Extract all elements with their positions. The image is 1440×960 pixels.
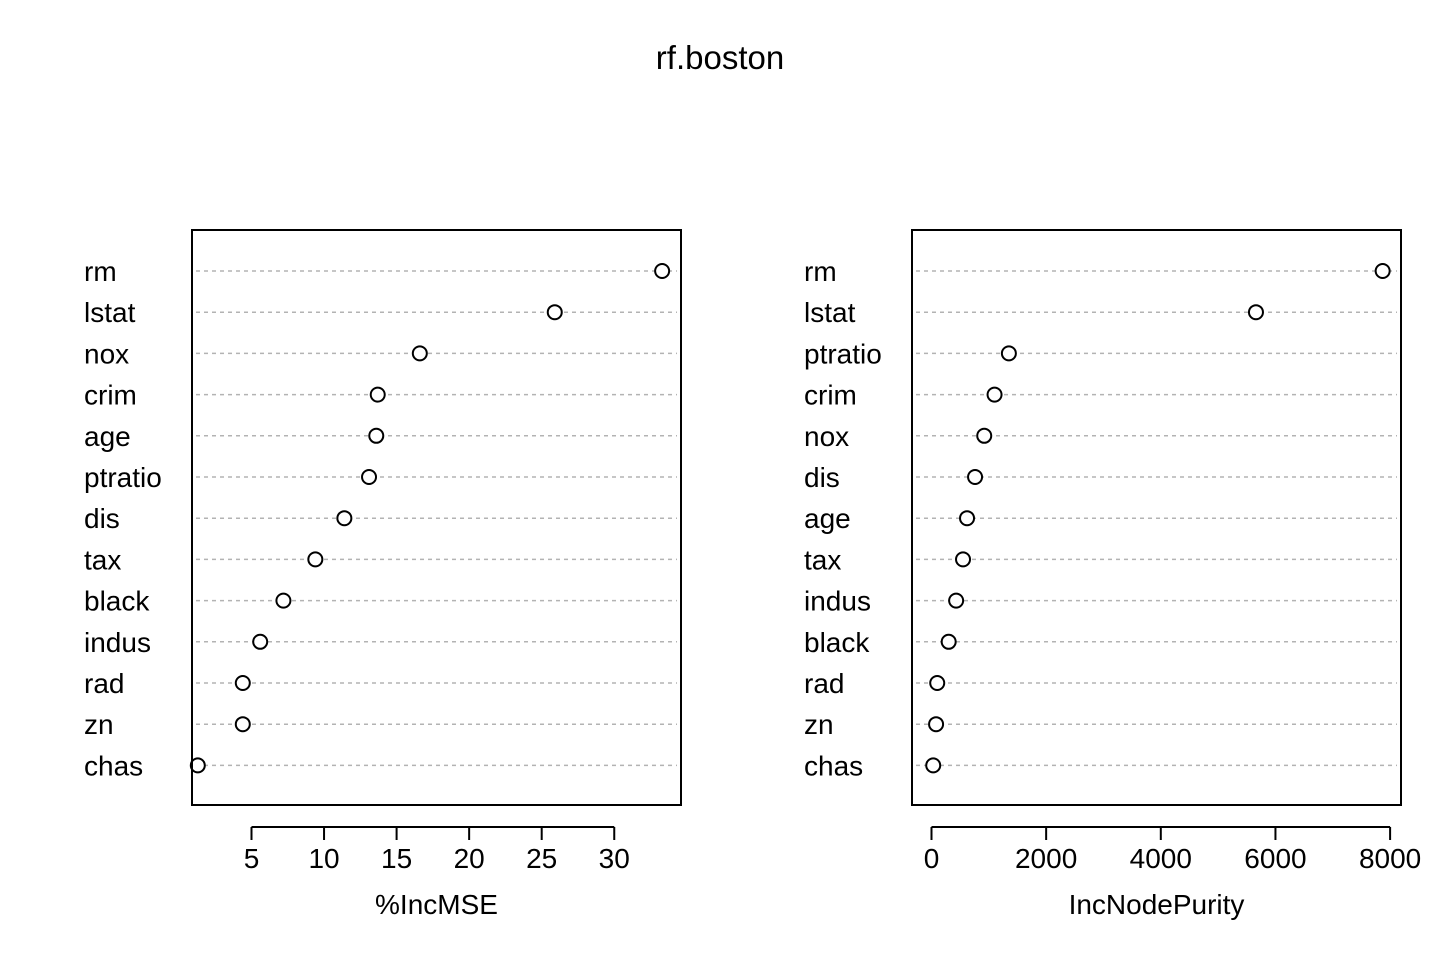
panel-incnodepurity: rm lstat ptratio crim nox dis age tax indus black… — [804, 229, 1421, 920]
data-point — [940, 633, 957, 650]
x-tick-label: 6000 — [1244, 843, 1306, 874]
plot-frame — [191, 229, 682, 806]
category-label: ptratio — [84, 462, 162, 493]
data-point — [928, 716, 945, 733]
category-label: zn — [804, 709, 834, 740]
x-tick-label: 8000 — [1359, 843, 1421, 874]
data-point — [1000, 345, 1017, 362]
category-label: crim — [84, 380, 137, 411]
category-label: nox — [804, 421, 849, 452]
data-point — [336, 510, 353, 527]
data-point — [925, 757, 942, 774]
x-tick-label: 25 — [526, 843, 557, 874]
panel-incmse: rm lstat nox crim age ptratio dis tax black indus… — [84, 229, 682, 920]
category-label: lstat — [804, 297, 856, 328]
category-label: black — [804, 627, 870, 658]
category-label: age — [84, 421, 131, 452]
x-tick-label: 0 — [924, 843, 940, 874]
category-label: rm — [804, 256, 837, 287]
category-label: black — [84, 586, 150, 617]
x-tick-label: 20 — [454, 843, 485, 874]
category-label: indus — [84, 627, 151, 658]
data-point — [976, 427, 993, 444]
data-point — [368, 427, 385, 444]
data-point — [361, 469, 378, 485]
category-label: dis — [804, 462, 840, 493]
category-label: rad — [84, 668, 124, 699]
data-point — [948, 592, 965, 609]
data-point — [275, 592, 292, 609]
category-label: dis — [84, 503, 120, 534]
x-tick-label: 10 — [308, 843, 339, 874]
category-label: zn — [84, 709, 114, 740]
category-label: chas — [84, 750, 143, 781]
chart-title: rf.boston — [656, 39, 784, 76]
data-point — [369, 386, 386, 403]
x-tick-label: 15 — [381, 843, 412, 874]
data-point — [1374, 263, 1391, 279]
x-tick-label: 30 — [599, 843, 630, 874]
data-point — [234, 675, 251, 691]
category-label: nox — [84, 338, 129, 369]
data-point — [411, 345, 428, 362]
data-point — [955, 551, 972, 568]
data-point — [654, 263, 671, 279]
plot-frame — [911, 229, 1402, 806]
data-point — [189, 757, 206, 774]
category-label: rad — [804, 668, 844, 699]
data-point — [959, 510, 976, 527]
category-label: chas — [804, 750, 863, 781]
x-tick-label: 2000 — [1015, 843, 1077, 874]
data-point — [307, 551, 324, 568]
category-label: indus — [804, 586, 871, 617]
category-label: crim — [804, 380, 857, 411]
category-label: lstat — [84, 297, 136, 328]
data-point — [234, 716, 251, 733]
data-point — [252, 633, 269, 650]
x-axis-title: IncNodePurity — [1069, 889, 1245, 920]
data-point — [967, 469, 984, 485]
category-label: ptratio — [804, 338, 882, 369]
category-label: tax — [84, 544, 121, 575]
data-point — [986, 386, 1003, 403]
x-tick-label: 4000 — [1130, 843, 1192, 874]
x-axis-title: %IncMSE — [375, 889, 498, 920]
data-point — [929, 675, 946, 691]
data-point — [1247, 304, 1264, 321]
category-label: age — [804, 503, 851, 534]
category-label: rm — [84, 256, 117, 287]
category-label: tax — [804, 544, 841, 575]
x-tick-label: 5 — [244, 843, 260, 874]
data-point — [546, 304, 563, 321]
